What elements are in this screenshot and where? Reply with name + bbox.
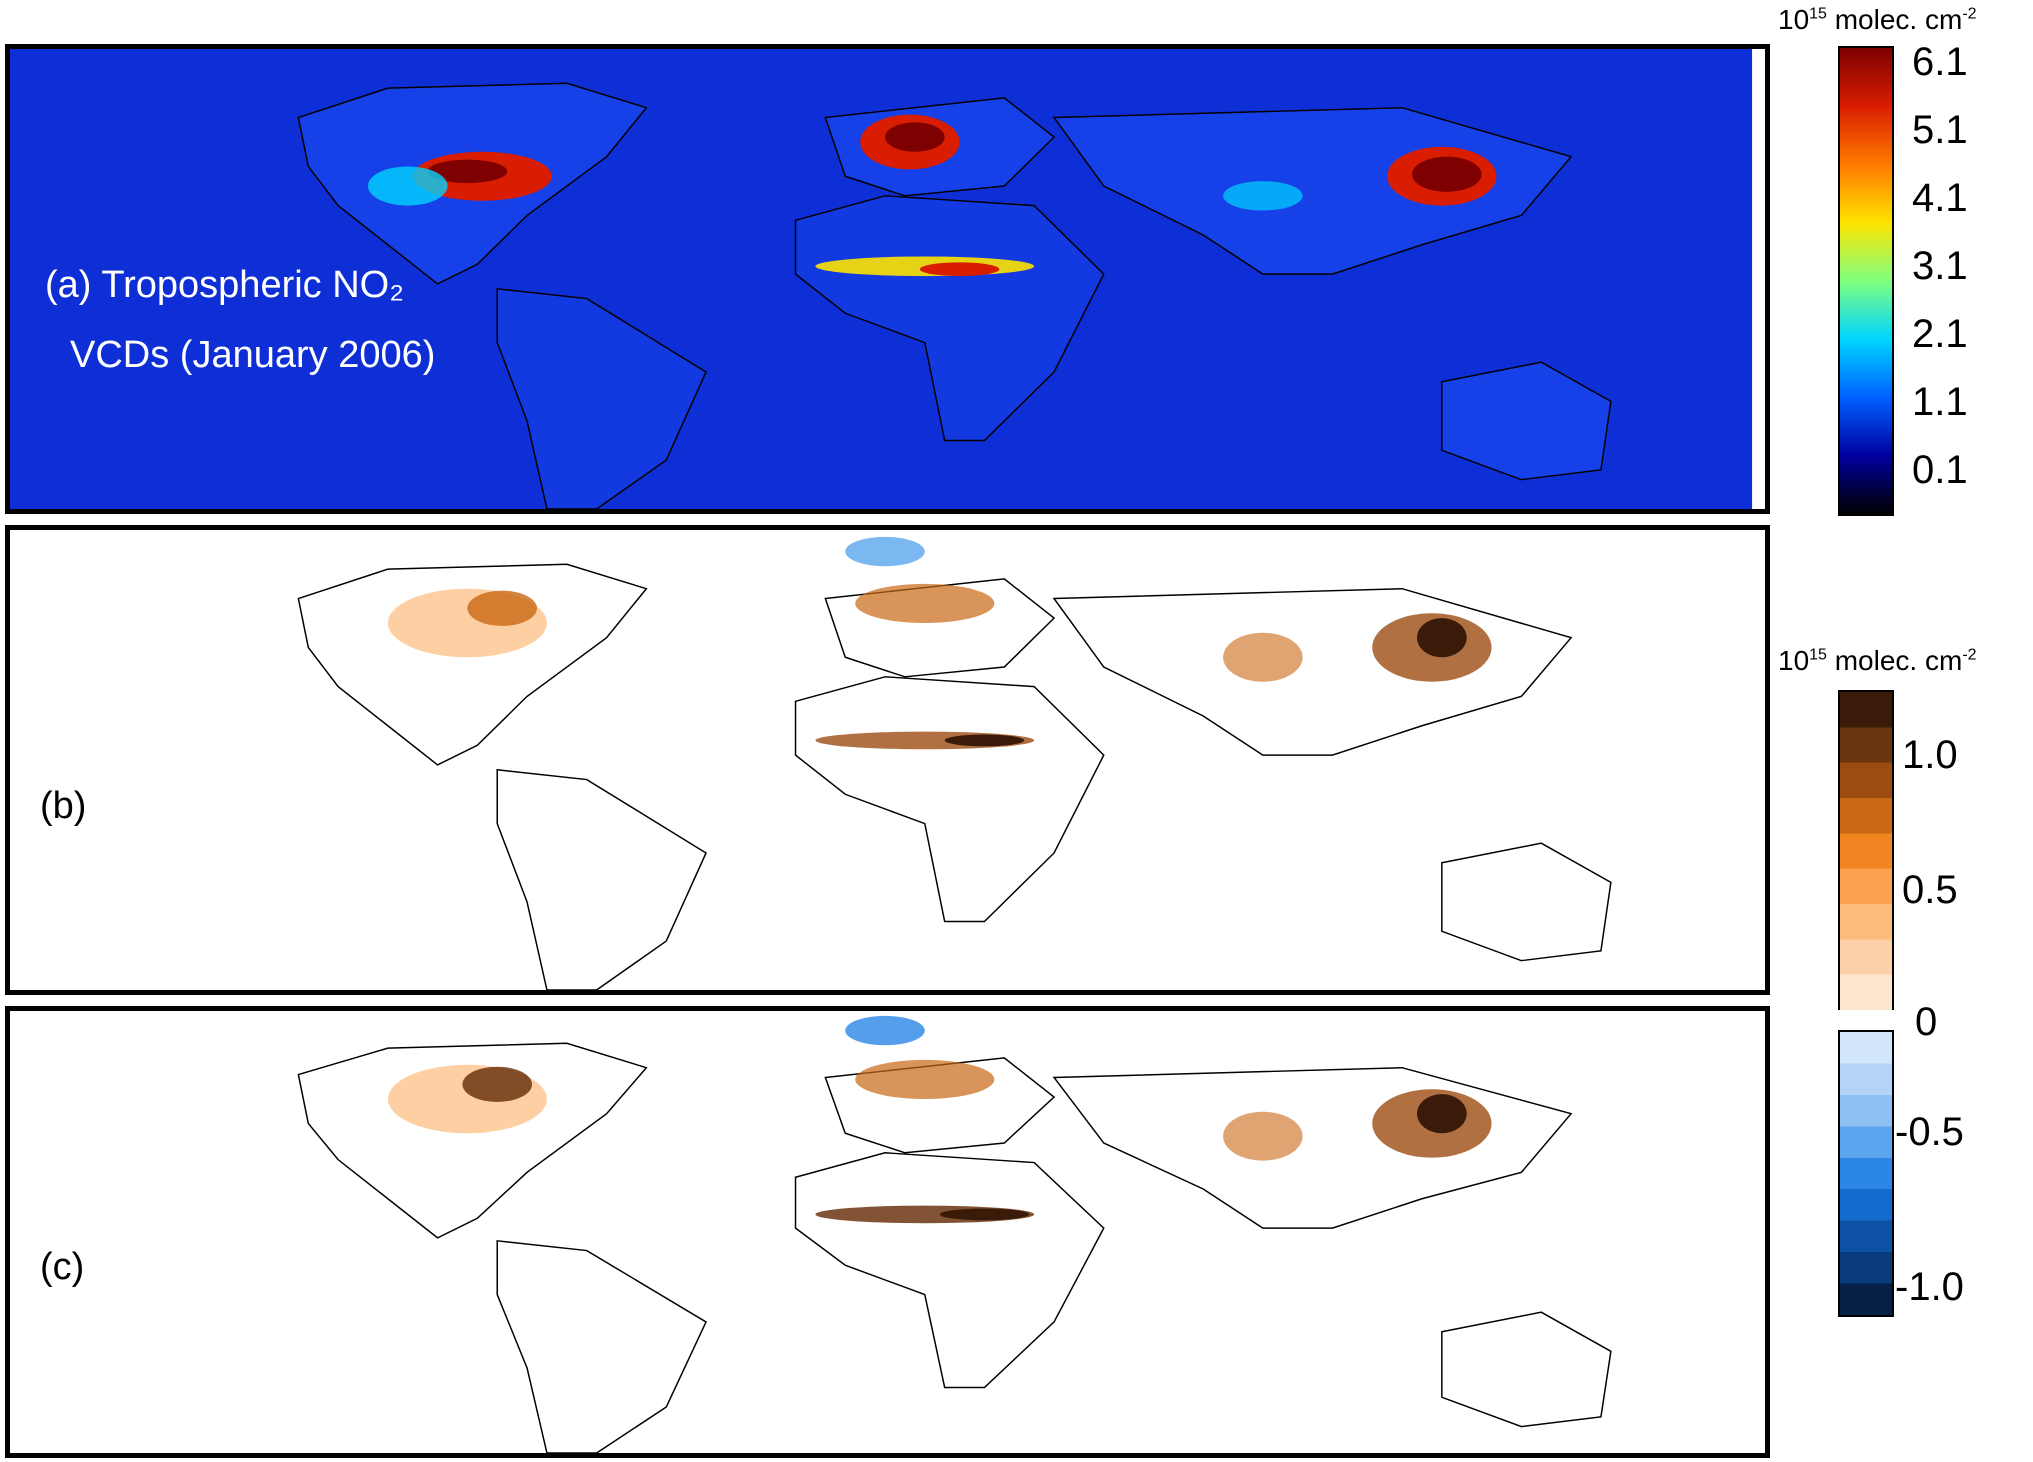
panel-b-map: (b): [5, 525, 1770, 995]
colorbar2-positive: [1838, 690, 1894, 1010]
australia: [1441, 842, 1612, 962]
unit-exponent-2: -2: [1962, 5, 1977, 23]
europe: [824, 1057, 1056, 1154]
africa: [794, 1152, 1105, 1389]
europe: [824, 578, 1056, 678]
colorbar1-tick: 6.1: [1912, 40, 1968, 84]
panel-a-subtitle: VCDs (January 2006): [70, 334, 436, 376]
map-difference-c: [297, 1015, 1612, 1453]
africa: [794, 195, 1105, 442]
colorbar2-tick: 0: [1915, 1000, 1938, 1044]
panel-c-label: (c): [40, 1246, 85, 1288]
north-america: [297, 563, 648, 766]
colorbar1-tick: 3.1: [1912, 244, 1968, 288]
unit-text: molec. cm: [1826, 645, 1963, 676]
unit-exponent: 15: [1809, 5, 1827, 23]
south-america: [496, 1239, 707, 1453]
colorbar2-tick: -1.0: [1895, 1265, 1964, 1309]
panel-c-map: (c): [5, 1006, 1770, 1458]
colorbar2-unit: 1015 molec. cm-2: [1778, 645, 1977, 677]
unit-exponent-2: -2: [1962, 646, 1977, 664]
colorbar2-tick: 1.0: [1902, 733, 1958, 777]
map-no2-vcd: [10, 49, 1765, 509]
unit-exponent: 15: [1809, 646, 1827, 664]
unit-base: 10: [1778, 4, 1810, 35]
colorbar1: [1838, 46, 1894, 516]
asia: [1052, 587, 1573, 756]
panel-a-title: (a) Tropospheric NO₂: [45, 264, 404, 306]
australia: [1441, 1311, 1612, 1428]
south-america: [496, 287, 707, 509]
australia: [1441, 361, 1612, 481]
unit-text: molec. cm: [1826, 4, 1963, 35]
colorbar1-tick: 1.1: [1912, 380, 1968, 424]
north-america: [297, 1042, 648, 1239]
colorbar1-tick: 2.1: [1912, 312, 1968, 356]
colorbar1-tick: 5.1: [1912, 108, 1968, 152]
colorbar1-tick: 0.1: [1912, 448, 1968, 492]
colorbar2-tick: -0.5: [1895, 1110, 1964, 1154]
panel-b-label: (b): [40, 785, 87, 827]
south-america: [496, 768, 707, 990]
colorbar2-tick: 0.5: [1902, 868, 1958, 912]
colorbar1-unit: 1015 molec. cm-2: [1778, 4, 1977, 36]
asia: [1052, 1066, 1573, 1229]
colorbar2-negative: [1838, 1030, 1894, 1317]
colorbar1-tick: 4.1: [1912, 176, 1968, 220]
unit-base: 10: [1778, 645, 1810, 676]
panel-a-no2-map: (a) Tropospheric NO₂ VCDs (January 2006): [5, 44, 1770, 514]
map-difference-b: [297, 536, 1612, 990]
africa: [794, 676, 1105, 923]
